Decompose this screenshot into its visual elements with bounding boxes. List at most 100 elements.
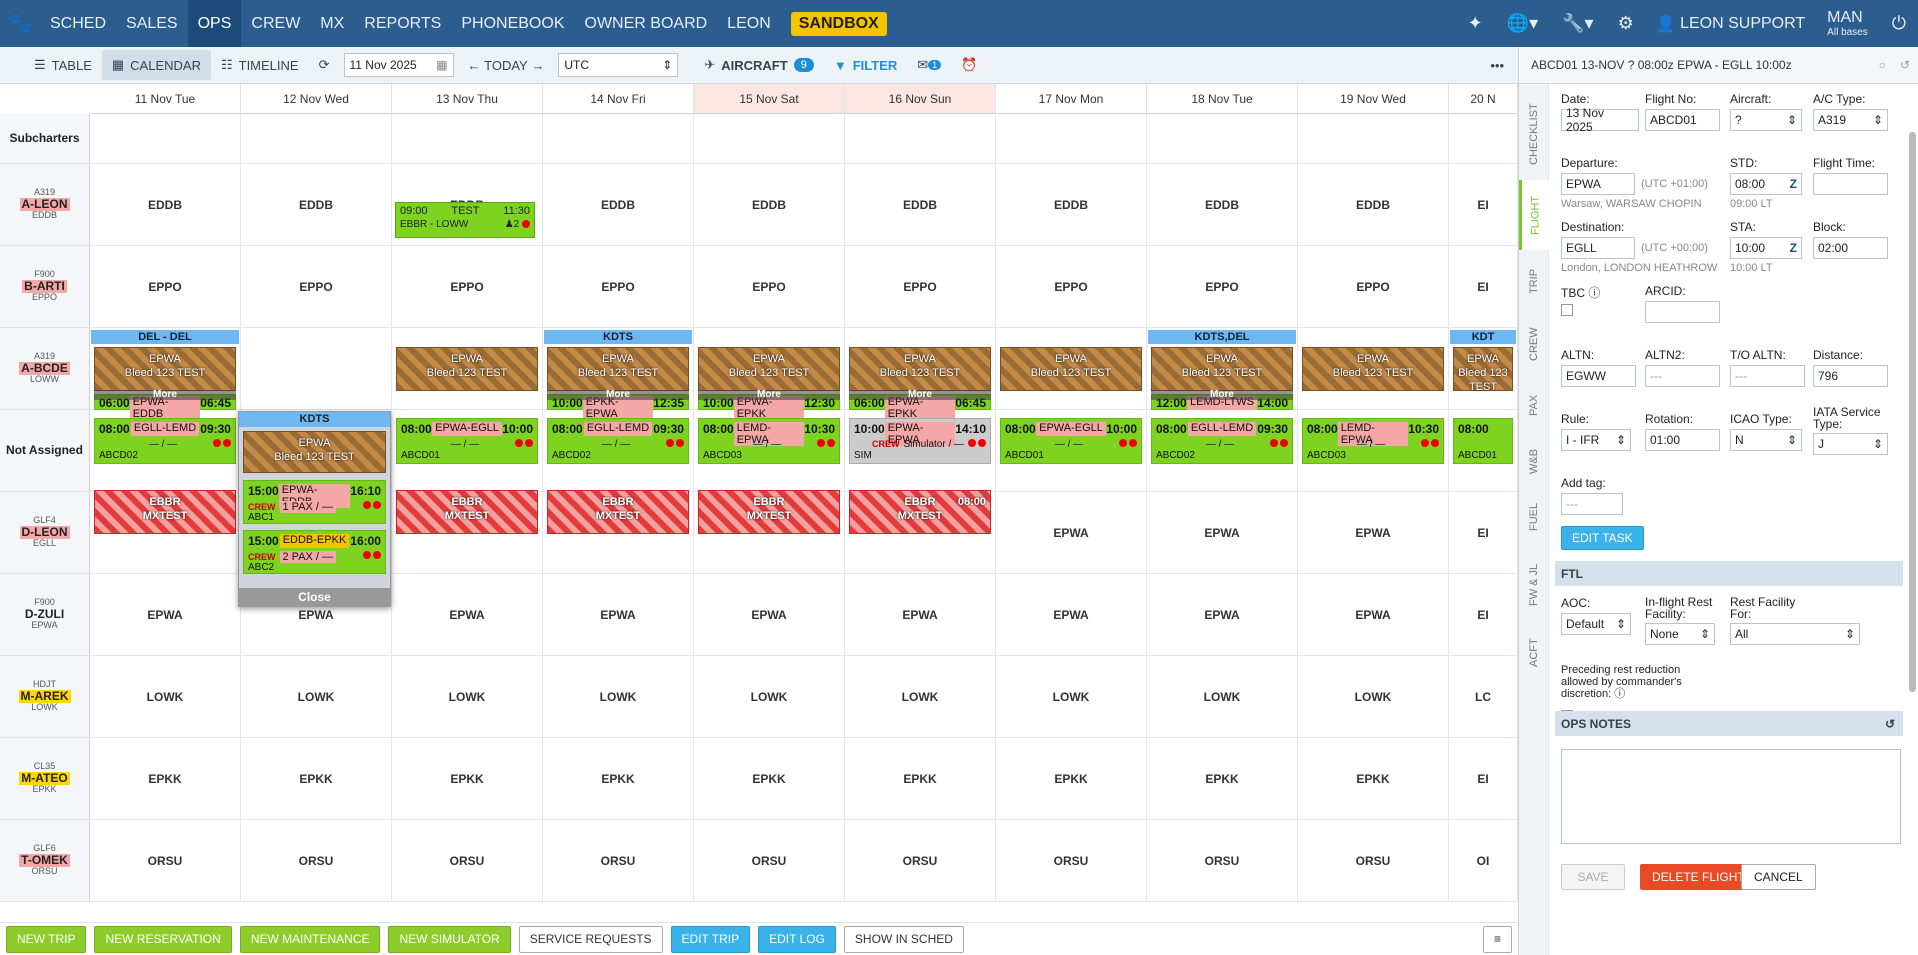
sta-input[interactable]: 10:00 Z xyxy=(1730,237,1802,259)
nav-leon[interactable]: LEON xyxy=(727,14,771,32)
maintenance-block[interactable]: EPWA Bleed 123 TEST xyxy=(1000,347,1142,391)
popup-maintenance[interactable]: EPWA Bleed 123 TEST xyxy=(243,431,386,473)
calendar-cell[interactable]: EPKK xyxy=(1298,738,1449,820)
block-input[interactable]: 02:00 xyxy=(1813,237,1888,259)
calendar-cell[interactable]: EPWA xyxy=(1298,492,1449,574)
flight-block[interactable]: 08:00 EGLL-LEMD 09:30 — / — ABCD02 xyxy=(1151,418,1293,464)
calendar-cell[interactable] xyxy=(1147,114,1298,164)
to-altn-input[interactable]: --- xyxy=(1730,365,1805,387)
calendar-cell[interactable] xyxy=(1298,114,1449,164)
history-icon[interactable]: ↺ xyxy=(1899,58,1910,72)
calendar-cell[interactable] xyxy=(392,328,543,410)
calendar-cell[interactable] xyxy=(1298,410,1449,492)
cancel-button[interactable]: CANCEL xyxy=(1741,864,1816,890)
calendar-cell[interactable]: LOWK xyxy=(543,656,694,738)
paw-logo-icon[interactable]: 🐾 xyxy=(7,13,33,35)
edit-trip-button[interactable]: EDIT TRIP xyxy=(670,925,751,953)
calendar-cell[interactable] xyxy=(1449,328,1518,410)
calendar-cell[interactable] xyxy=(241,114,392,164)
user-menu[interactable]: 👤 LEON SUPPORT xyxy=(1646,0,1815,47)
calendar-cell[interactable] xyxy=(845,492,996,574)
calendar-cell[interactable] xyxy=(543,492,694,574)
nav-mx[interactable]: MX xyxy=(320,14,345,32)
mx-red-block[interactable]: EBBR MXTEST xyxy=(396,490,538,534)
calendar-cell[interactable]: LC xyxy=(1449,656,1518,738)
gear-icon[interactable]: ⚙ xyxy=(1617,13,1634,33)
calendar-cell[interactable]: EI xyxy=(1449,738,1518,820)
calendar-cell[interactable] xyxy=(392,114,543,164)
base-selector[interactable]: MAN All bases xyxy=(1815,0,1880,47)
refresh-icon[interactable]: ⟳ xyxy=(318,57,330,72)
ac-type-select[interactable]: A319 ⇕ xyxy=(1813,109,1888,131)
calendar-cell[interactable]: EPPO xyxy=(543,246,694,328)
tab-trip[interactable]: TRIP xyxy=(1528,268,1540,294)
calendar-cell[interactable]: EPPO xyxy=(392,246,543,328)
nav-ops[interactable]: OPS xyxy=(187,0,242,47)
calendar-cell[interactable]: EPKK xyxy=(241,738,392,820)
today-button[interactable]: ← TODAY → xyxy=(458,50,555,80)
calendar-cell[interactable]: ORSU xyxy=(241,820,392,902)
calendar-cell[interactable] xyxy=(543,114,694,164)
tab-fuel[interactable]: FUEL xyxy=(1528,502,1540,532)
flight-block[interactable]: 08:00 EGLL-LEMD 09:30 — / — ABCD02 xyxy=(547,418,689,464)
save-button[interactable]: SAVE xyxy=(1561,864,1625,890)
calendar-cell[interactable] xyxy=(392,492,543,574)
nav-sales[interactable]: SALES xyxy=(126,14,178,32)
maintenance-block[interactable]: EPWA Bleed 123 TEST xyxy=(1151,347,1293,391)
calendar-cell[interactable]: EDDB xyxy=(543,164,694,246)
calendar-cell[interactable] xyxy=(694,492,845,574)
calendar-cell[interactable]: EPWA xyxy=(241,574,392,656)
calendar-cell[interactable]: EPKK xyxy=(1147,738,1298,820)
calendar-cell[interactable]: ORSU xyxy=(392,820,543,902)
calendar-cell[interactable]: EPWA xyxy=(845,574,996,656)
maintenance-block[interactable]: EPWA Bleed 123 TEST xyxy=(94,347,236,391)
maintenance-block[interactable]: EPWA Bleed 123 TEST xyxy=(1453,347,1513,393)
nav-phonebook[interactable]: PHONEBOOK xyxy=(461,14,565,32)
menu-icon[interactable]: ≡ xyxy=(1482,925,1512,953)
calendar-cell[interactable]: EI xyxy=(1449,492,1518,574)
more-link[interactable]: More xyxy=(698,390,840,400)
circle-icon[interactable]: ○ xyxy=(1878,58,1886,72)
calendar-cell[interactable]: LOWK xyxy=(845,656,996,738)
flight-no-input[interactable]: ABCD01 xyxy=(1645,109,1720,131)
calendar-cell[interactable]: EPKK xyxy=(996,738,1147,820)
mx-red-block[interactable]: EBBR MXTEST 08:00 xyxy=(849,490,991,534)
calendar-cell[interactable]: ORSU xyxy=(996,820,1147,902)
calendar-cell[interactable] xyxy=(1147,410,1298,492)
table-view-button[interactable]: ☰ TABLE xyxy=(24,50,102,80)
aoc-select[interactable]: Default ⇕ xyxy=(1561,613,1631,635)
more-link[interactable]: More xyxy=(849,390,991,400)
mx-red-block[interactable]: EBBR MXTEST xyxy=(547,490,689,534)
calendar-cell[interactable]: EDDB xyxy=(1298,164,1449,246)
calendar-cell[interactable]: EDDB xyxy=(845,164,996,246)
arcid-input[interactable] xyxy=(1645,301,1720,323)
flight-block[interactable]: 08:00 EGLL-LEMD 09:30 — / — ABCD02 xyxy=(94,418,236,464)
flight-block[interactable]: 08:00 LEMD-EPWA 10:30— / — ABCD03 xyxy=(698,418,840,464)
icao-type-select[interactable]: N ⇕ xyxy=(1730,429,1802,451)
show-in-sched-button[interactable]: SHOW IN SCHED xyxy=(843,925,964,953)
aircraft-filter[interactable]: ✈ AIRCRAFT 9 xyxy=(694,50,823,80)
flight-block[interactable]: 10:00 EPWA-EPWA 14:10 CREW Simulator / — SIM xyxy=(849,418,991,464)
tab-crew[interactable]: CREW xyxy=(1528,327,1540,361)
calendar-cell[interactable]: EPPO xyxy=(1147,246,1298,328)
mx-red-block[interactable]: EBBR MXTEST xyxy=(698,490,840,534)
calendar-cell[interactable]: LOWK xyxy=(241,656,392,738)
more-link[interactable]: More xyxy=(547,390,689,400)
flight-block[interactable]: 08:00 EPWA-EGLL 10:00 — / — ABCD01 xyxy=(396,418,538,464)
ops-notes-textarea[interactable] xyxy=(1561,749,1901,844)
tab-flight[interactable]: FLIGHT xyxy=(1519,180,1549,250)
rule-select[interactable]: I - IFR ⇕ xyxy=(1561,429,1631,451)
calendar-cell[interactable]: ORSU xyxy=(1147,820,1298,902)
destination-input[interactable]: EGLL xyxy=(1561,237,1635,259)
edit-task-button[interactable]: EDIT TASK xyxy=(1561,526,1644,550)
new-simulator-button[interactable]: NEW SIMULATOR xyxy=(388,925,511,953)
new-maintenance-button[interactable]: NEW MAINTENANCE xyxy=(239,925,381,953)
calendar-cell[interactable]: ORSU xyxy=(694,820,845,902)
flight-time-input[interactable] xyxy=(1813,173,1888,195)
row-header-aircraft[interactable]: CL35 M-ATEO EPKK xyxy=(0,738,90,820)
calendar-cell[interactable]: EPWA xyxy=(90,574,241,656)
calendar-cell[interactable] xyxy=(694,114,845,164)
calendar-cell[interactable] xyxy=(1449,410,1518,492)
row-header-aircraft[interactable]: F900 B-ARTI EPPO xyxy=(0,246,90,328)
